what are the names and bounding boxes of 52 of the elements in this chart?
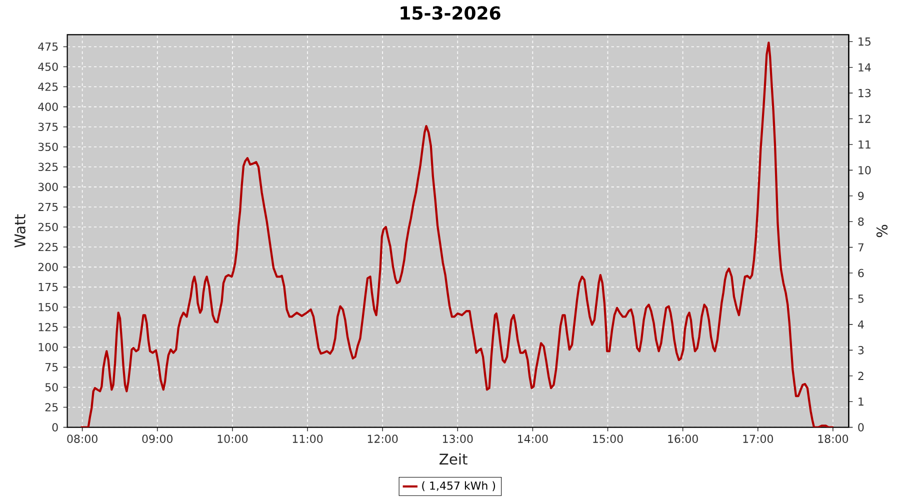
y-tick-label: 0 [52,423,58,432]
y-tick-label: 375 [38,122,58,131]
y-tick-label: 150 [38,302,58,312]
y-tick-label: 200 [38,262,58,272]
y-tick-label: 425 [38,82,58,91]
y2-tick-label: 2 [858,372,864,380]
y-tick-label: 325 [38,162,58,172]
y-tick-label: 250 [38,222,58,232]
y2-tick-label: 11 [858,140,870,148]
y2-tick-label: 4 [858,320,864,328]
x-tick-label: 10:00 [218,434,248,443]
y-tick-label: 475 [38,42,58,51]
y2-tick-label: 10 [858,166,871,174]
y-tick-label: 100 [38,343,58,352]
x-tick-label: 12:00 [368,434,398,443]
y-tick-label: 175 [38,283,58,292]
y2-tick-label: 12 [858,114,870,123]
y-tick-label: 450 [38,62,58,71]
y-tick-label: 25 [45,403,58,412]
y2-tick-label: 6 [858,268,864,278]
x-tick-label: 14:00 [518,434,548,443]
x-tick-label: 08:00 [67,434,98,443]
x-tick-label: 18:00 [818,434,848,443]
y-tick-label: 75 [45,363,58,372]
y2-tick-label: 5 [858,294,864,303]
y2-axis-title: % [876,224,888,238]
legend-label: ( 1,457 kWh ) [422,481,496,492]
y2-tick-label: 15 [858,38,870,46]
y-tick-label: 275 [38,202,58,212]
chart-title: 15-3-2026 [400,6,500,20]
y2-tick-label: 9 [858,192,864,200]
y2-tick-label: 0 [858,423,864,432]
y-tick-label: 225 [38,242,58,252]
y-tick-label: 300 [38,182,58,192]
y-tick-label: 350 [38,142,58,152]
y-tick-label: 50 [45,383,58,392]
y2-tick-label: 1 [858,398,864,406]
y2-tick-label: 3 [858,346,864,354]
x-axis-title: Zeit [440,453,468,465]
x-tick-label: 09:00 [142,434,172,443]
x-tick-label: 17:00 [743,434,773,443]
x-tick-label: 15:00 [593,434,623,443]
x-tick-label: 16:00 [668,434,698,443]
y-tick-label: 125 [38,322,58,332]
x-tick-label: 11:00 [292,434,323,443]
y2-tick-label: 14 [858,63,871,72]
y2-tick-label: 7 [858,243,864,252]
y2-tick-label: 8 [858,217,864,226]
y-tick-label: 400 [38,102,58,111]
y2-tick-label: 13 [858,88,871,98]
x-tick-label: 13:00 [442,434,473,443]
y-axis-title: Watt [14,214,26,248]
